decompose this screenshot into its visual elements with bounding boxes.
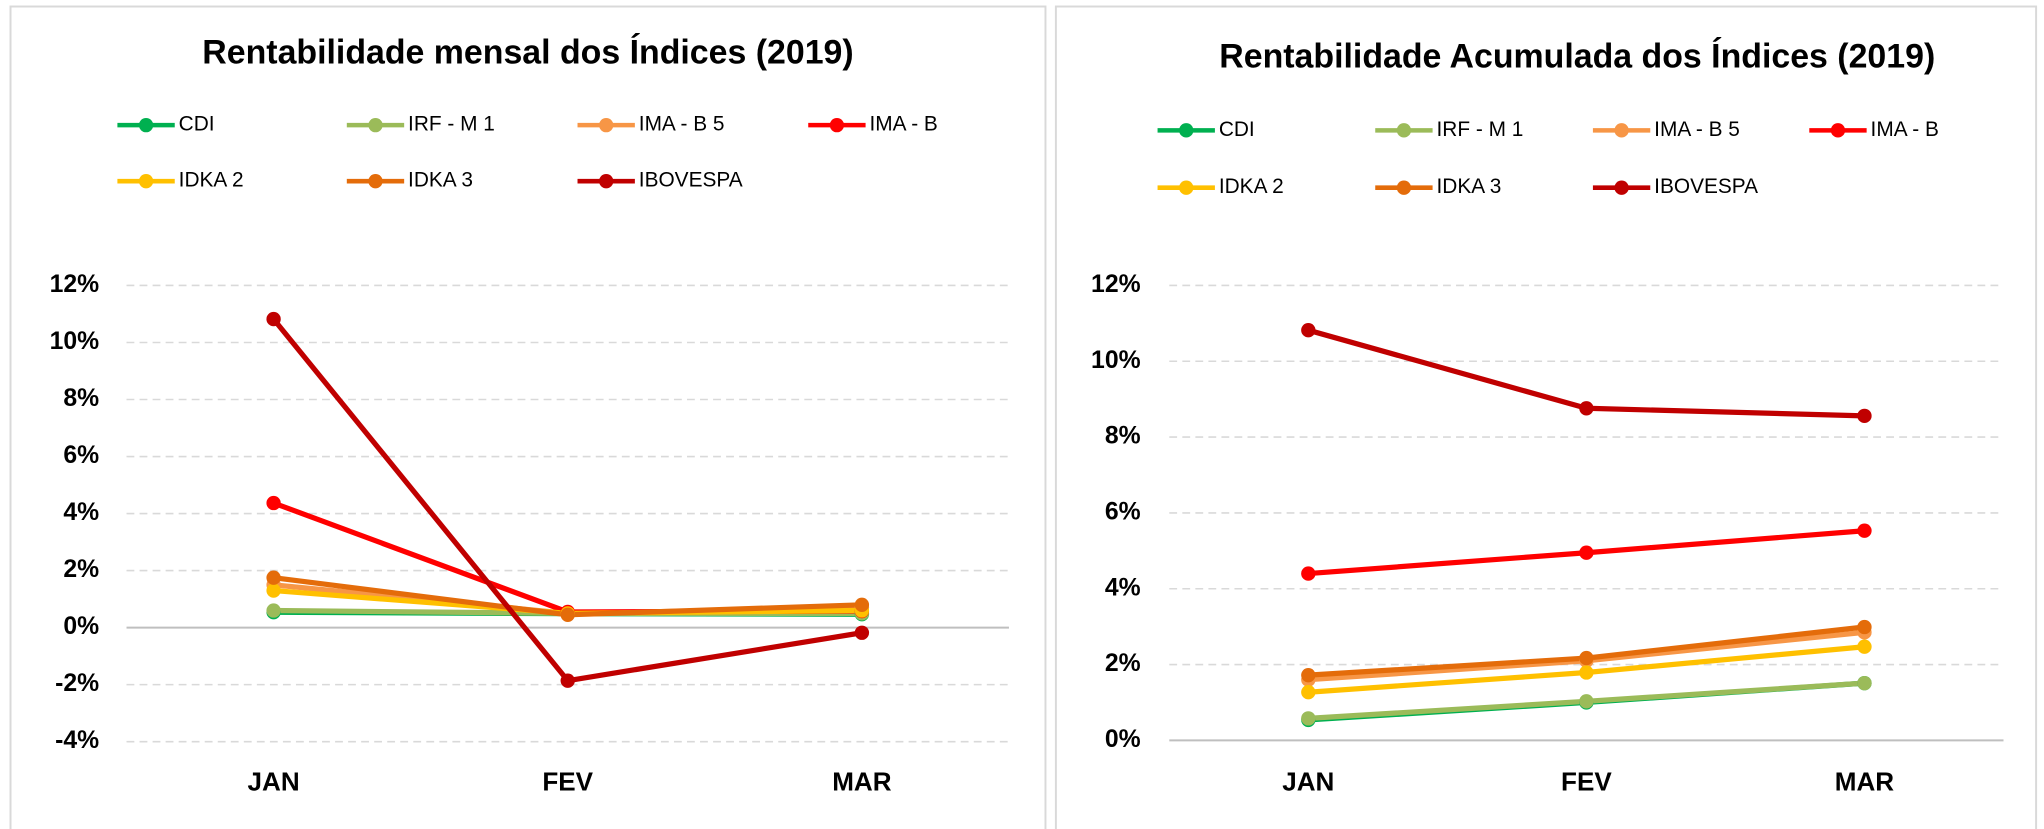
point — [854, 625, 870, 640]
legend-marker — [829, 117, 845, 133]
legend-label: IDKA 3 — [408, 169, 473, 192]
y-tick-label: 8% — [63, 385, 99, 412]
point — [266, 495, 281, 511]
x-tick-label: FEV — [1561, 766, 1612, 796]
legend-marker — [599, 174, 614, 189]
legend-label: IDKA 3 — [1437, 175, 1502, 198]
point — [1301, 711, 1316, 726]
point — [266, 603, 281, 618]
point — [1857, 675, 1872, 691]
chart-title: Rentabilidade mensal dos Índices (2019) — [202, 34, 853, 72]
x-tick-label: FEV — [542, 766, 593, 796]
point — [266, 311, 281, 327]
point — [1301, 667, 1316, 683]
point — [1857, 408, 1872, 424]
legend-label: CDI — [179, 113, 215, 136]
y-tick-label: 4% — [63, 499, 99, 526]
legend-label: CDI — [1219, 118, 1255, 141]
x-tick-label: JAN — [248, 766, 300, 796]
legend-marker — [1179, 123, 1194, 138]
point — [266, 570, 281, 585]
x-tick-label: MAR — [1835, 766, 1895, 796]
point — [560, 607, 575, 622]
legend-marker — [1179, 180, 1194, 195]
y-tick-label: 8% — [1105, 423, 1141, 450]
point — [1579, 401, 1594, 416]
point — [1579, 545, 1594, 560]
legend-marker — [1396, 180, 1412, 195]
y-tick-label: 10% — [1091, 347, 1141, 374]
y-tick-label: 10% — [50, 328, 100, 355]
legend-label: IBOVESPA — [639, 169, 743, 192]
point — [1857, 639, 1872, 654]
legend-marker — [138, 117, 154, 133]
panel — [9, 5, 1047, 829]
legend-label: IDKA 2 — [1219, 175, 1284, 198]
y-tick-label: 0% — [63, 613, 99, 640]
y-tick-label: -4% — [55, 727, 99, 754]
legend-marker — [368, 174, 383, 189]
point — [266, 583, 281, 598]
legend-marker — [1614, 123, 1629, 138]
point — [1857, 619, 1872, 635]
legend-label: IMA - B — [1871, 118, 1939, 141]
point — [1579, 665, 1594, 680]
y-tick-label: 2% — [1105, 650, 1141, 677]
legend-marker — [368, 117, 383, 133]
y-tick-label: 12% — [50, 271, 100, 298]
legend-marker — [1614, 180, 1629, 195]
series-line — [271, 317, 863, 684]
legend-marker — [1830, 123, 1846, 138]
legend-label: IMA - B — [869, 113, 937, 136]
panel — [1054, 5, 2038, 829]
y-tick-label: 6% — [1105, 498, 1141, 525]
y-tick-label: -2% — [55, 670, 99, 697]
legend-label: IMA - B 5 — [639, 113, 725, 136]
point — [1301, 323, 1316, 338]
legend-label: IBOVESPA — [1654, 175, 1758, 198]
y-tick-label: 6% — [63, 442, 99, 469]
y-tick-label: 4% — [1105, 574, 1141, 601]
x-tick-label: JAN — [1282, 766, 1334, 796]
y-tick-label: 2% — [63, 556, 99, 583]
legend-label: IDKA 2 — [179, 169, 244, 192]
point — [1301, 685, 1316, 700]
legend-marker — [138, 174, 154, 189]
legend-label: IRF - M 1 — [408, 113, 495, 136]
chart-title: Rentabilidade Acumulada dos Índices (201… — [1219, 38, 1935, 76]
point — [854, 597, 870, 612]
legend-label: IRF - M 1 — [1437, 118, 1524, 141]
x-tick-label: MAR — [832, 766, 892, 796]
y-tick-label: 0% — [1105, 726, 1141, 753]
point — [1579, 650, 1594, 666]
point — [1857, 523, 1872, 538]
legend-label: IMA - B 5 — [1654, 118, 1740, 141]
legend-marker — [599, 117, 614, 133]
point — [1301, 566, 1316, 581]
y-tick-label: 12% — [1091, 271, 1141, 298]
legend-marker — [1396, 123, 1412, 138]
point — [1579, 694, 1594, 709]
point — [560, 673, 575, 688]
